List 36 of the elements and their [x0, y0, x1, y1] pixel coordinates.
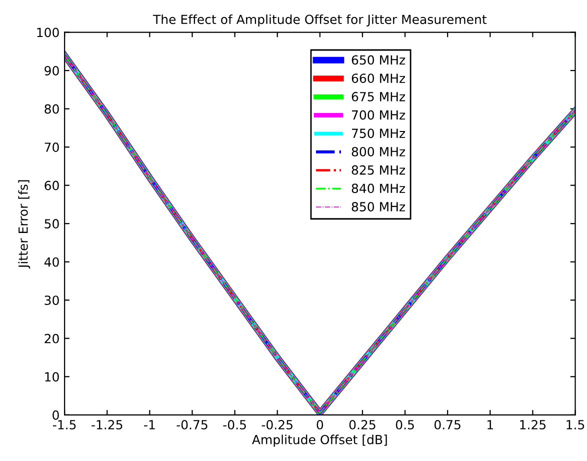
x-tick-label: -1.25 — [92, 420, 122, 430]
x-tick-label: -1 — [144, 420, 155, 430]
x-tick-label: -1.5 — [52, 420, 76, 430]
x-tick-label: 1 — [488, 420, 493, 430]
x-tick-label: 0.5 — [396, 420, 414, 430]
chart-title: The Effect of Amplitude Offset for Jitter Measurement — [152, 14, 487, 27]
y-tick-label: 40 — [44, 257, 59, 267]
legend-label: 800 MHz — [352, 146, 406, 156]
legend-label: 650 MHz — [352, 55, 406, 65]
x-tick-label: 1.5 — [566, 420, 584, 430]
legend-label: 750 MHz — [352, 128, 406, 138]
legend-label: 700 MHz — [352, 110, 406, 120]
legend-label: 675 MHz — [352, 92, 406, 102]
x-tick-label: 1.25 — [520, 420, 546, 430]
y-tick-label: 90 — [44, 66, 59, 76]
legend-label: 660 MHz — [352, 74, 406, 84]
y-tick-label: 100 — [37, 28, 59, 38]
legend-label: 840 MHz — [352, 184, 406, 194]
x-tick-label: -0.5 — [223, 420, 246, 430]
y-tick-label: 60 — [44, 180, 59, 190]
y-axis-title: Jitter Error [fs] — [18, 180, 30, 269]
y-tick-label: 50 — [44, 219, 59, 229]
x-axis-title: Amplitude Offset [dB] — [252, 434, 387, 447]
y-tick-label: 80 — [44, 104, 59, 114]
y-tick-label: 70 — [44, 142, 59, 152]
legend-label: 825 MHz — [352, 165, 406, 175]
x-tick-label: 0.25 — [349, 420, 376, 430]
y-tick-label: 0 — [52, 410, 59, 420]
y-tick-label: 20 — [44, 334, 59, 344]
y-tick-label: 30 — [44, 296, 59, 306]
x-tick-label: -0.75 — [176, 420, 208, 430]
x-tick-label: 0.75 — [434, 420, 460, 430]
legend-label: 850 MHz — [352, 202, 406, 212]
x-tick-label: 0 — [316, 420, 324, 430]
y-tick-label: 10 — [45, 372, 59, 382]
x-tick-label: -0.25 — [262, 420, 292, 430]
